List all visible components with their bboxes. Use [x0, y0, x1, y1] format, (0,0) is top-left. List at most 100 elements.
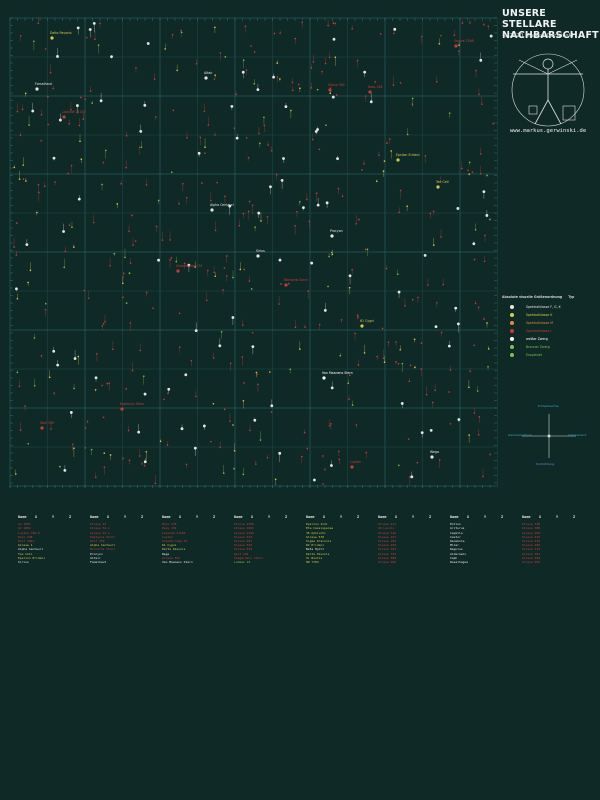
star-dot[interactable]	[478, 416, 481, 418]
star-dot[interactable]	[129, 322, 132, 324]
star-dot[interactable]	[339, 354, 342, 357]
star-dot[interactable]	[222, 289, 224, 291]
star-dot[interactable]	[434, 325, 438, 329]
star-dot[interactable]	[19, 34, 22, 37]
star-dot[interactable]	[357, 364, 360, 366]
star-dot[interactable]	[356, 314, 359, 317]
star-dot[interactable]	[90, 448, 93, 451]
star-dot[interactable]	[143, 464, 146, 467]
star-dot[interactable]	[178, 202, 180, 205]
star-dot[interactable]	[421, 35, 423, 38]
star-dot[interactable]	[224, 195, 226, 198]
star-dot[interactable]	[486, 322, 488, 324]
star-dot[interactable]	[461, 167, 463, 170]
star-dot[interactable]	[250, 288, 253, 290]
star-dot[interactable]	[210, 440, 212, 443]
star-dot[interactable]	[294, 224, 296, 227]
star-dot[interactable]	[101, 324, 104, 327]
map-star-marker[interactable]	[330, 234, 334, 238]
map-star-marker[interactable]	[62, 115, 66, 119]
star-dot[interactable]	[468, 173, 471, 176]
star-dot[interactable]	[184, 373, 188, 377]
star-dot[interactable]	[276, 62, 279, 64]
star-dot[interactable]	[311, 138, 314, 141]
star-dot[interactable]	[18, 385, 21, 388]
star-dot[interactable]	[442, 283, 444, 286]
map-star-marker[interactable]	[50, 36, 54, 40]
star-dot[interactable]	[304, 326, 306, 328]
star-dot[interactable]	[324, 62, 327, 65]
star-dot[interactable]	[31, 109, 35, 113]
star-dot[interactable]	[127, 429, 130, 432]
star-dot[interactable]	[125, 166, 127, 169]
star-dot[interactable]	[99, 99, 103, 103]
star-dot[interactable]	[476, 390, 479, 392]
star-dot[interactable]	[131, 369, 134, 372]
star-dot[interactable]	[361, 169, 363, 171]
star-dot[interactable]	[238, 224, 241, 227]
star-dot[interactable]	[411, 103, 414, 106]
star-dot[interactable]	[214, 229, 217, 232]
star-dot[interactable]	[273, 32, 276, 35]
star-dot[interactable]	[399, 82, 402, 84]
star-dot[interactable]	[157, 258, 160, 262]
star-dot[interactable]	[335, 94, 338, 96]
star-dot[interactable]	[73, 447, 75, 450]
star-dot[interactable]	[278, 258, 282, 262]
star-dot[interactable]	[440, 34, 442, 37]
star-dot[interactable]	[71, 443, 74, 446]
map-star-label[interactable]: Barnards Stern	[284, 278, 308, 282]
star-dot[interactable]	[477, 433, 480, 436]
star-dot[interactable]	[154, 482, 157, 485]
star-dot[interactable]	[458, 44, 460, 46]
star-dot[interactable]	[176, 69, 178, 72]
star-dot[interactable]	[128, 230, 130, 233]
star-dot[interactable]	[338, 450, 340, 453]
star-dot[interactable]	[49, 71, 52, 74]
star-dot[interactable]	[257, 383, 259, 386]
star-dot[interactable]	[331, 95, 335, 99]
star-dot[interactable]	[157, 199, 160, 202]
star-dot[interactable]	[182, 182, 184, 185]
star-dot[interactable]	[110, 55, 113, 59]
star-dot[interactable]	[185, 196, 188, 199]
star-dot[interactable]	[267, 144, 269, 146]
star-dot[interactable]	[243, 268, 245, 271]
star-dot[interactable]	[369, 100, 373, 104]
star-dot[interactable]	[473, 258, 476, 261]
star-dot[interactable]	[175, 260, 178, 263]
star-dot[interactable]	[308, 220, 311, 223]
star-dot[interactable]	[409, 476, 411, 478]
star-dot[interactable]	[146, 42, 150, 45]
star-dot[interactable]	[328, 255, 330, 258]
star-dot[interactable]	[448, 112, 451, 114]
star-dot[interactable]	[354, 332, 356, 335]
star-dot[interactable]	[84, 427, 87, 429]
star-dot[interactable]	[235, 93, 237, 96]
star-dot[interactable]	[479, 58, 483, 62]
star-dot[interactable]	[228, 204, 232, 208]
star-dot[interactable]	[224, 56, 227, 58]
star-dot[interactable]	[122, 272, 125, 275]
star-dot[interactable]	[387, 341, 390, 343]
star-dot[interactable]	[231, 316, 235, 319]
star-dot[interactable]	[207, 124, 210, 126]
star-dot[interactable]	[24, 405, 26, 407]
star-dot[interactable]	[15, 222, 18, 224]
star-dot[interactable]	[348, 398, 350, 401]
star-dot[interactable]	[22, 164, 25, 166]
star-dot[interactable]	[201, 182, 203, 184]
star-dot[interactable]	[397, 362, 400, 365]
star-dot[interactable]	[427, 284, 429, 286]
star-dot[interactable]	[381, 327, 384, 330]
star-dot[interactable]	[242, 399, 245, 402]
star-dot[interactable]	[103, 466, 106, 468]
star-dot[interactable]	[406, 205, 408, 207]
map-star-label[interactable]: Altair	[204, 71, 213, 75]
star-dot[interactable]	[423, 253, 427, 257]
star-dot[interactable]	[70, 164, 73, 167]
star-dot[interactable]	[351, 27, 353, 30]
star-dot[interactable]	[314, 130, 318, 133]
star-dot[interactable]	[230, 105, 234, 108]
star-dot[interactable]	[244, 25, 247, 28]
